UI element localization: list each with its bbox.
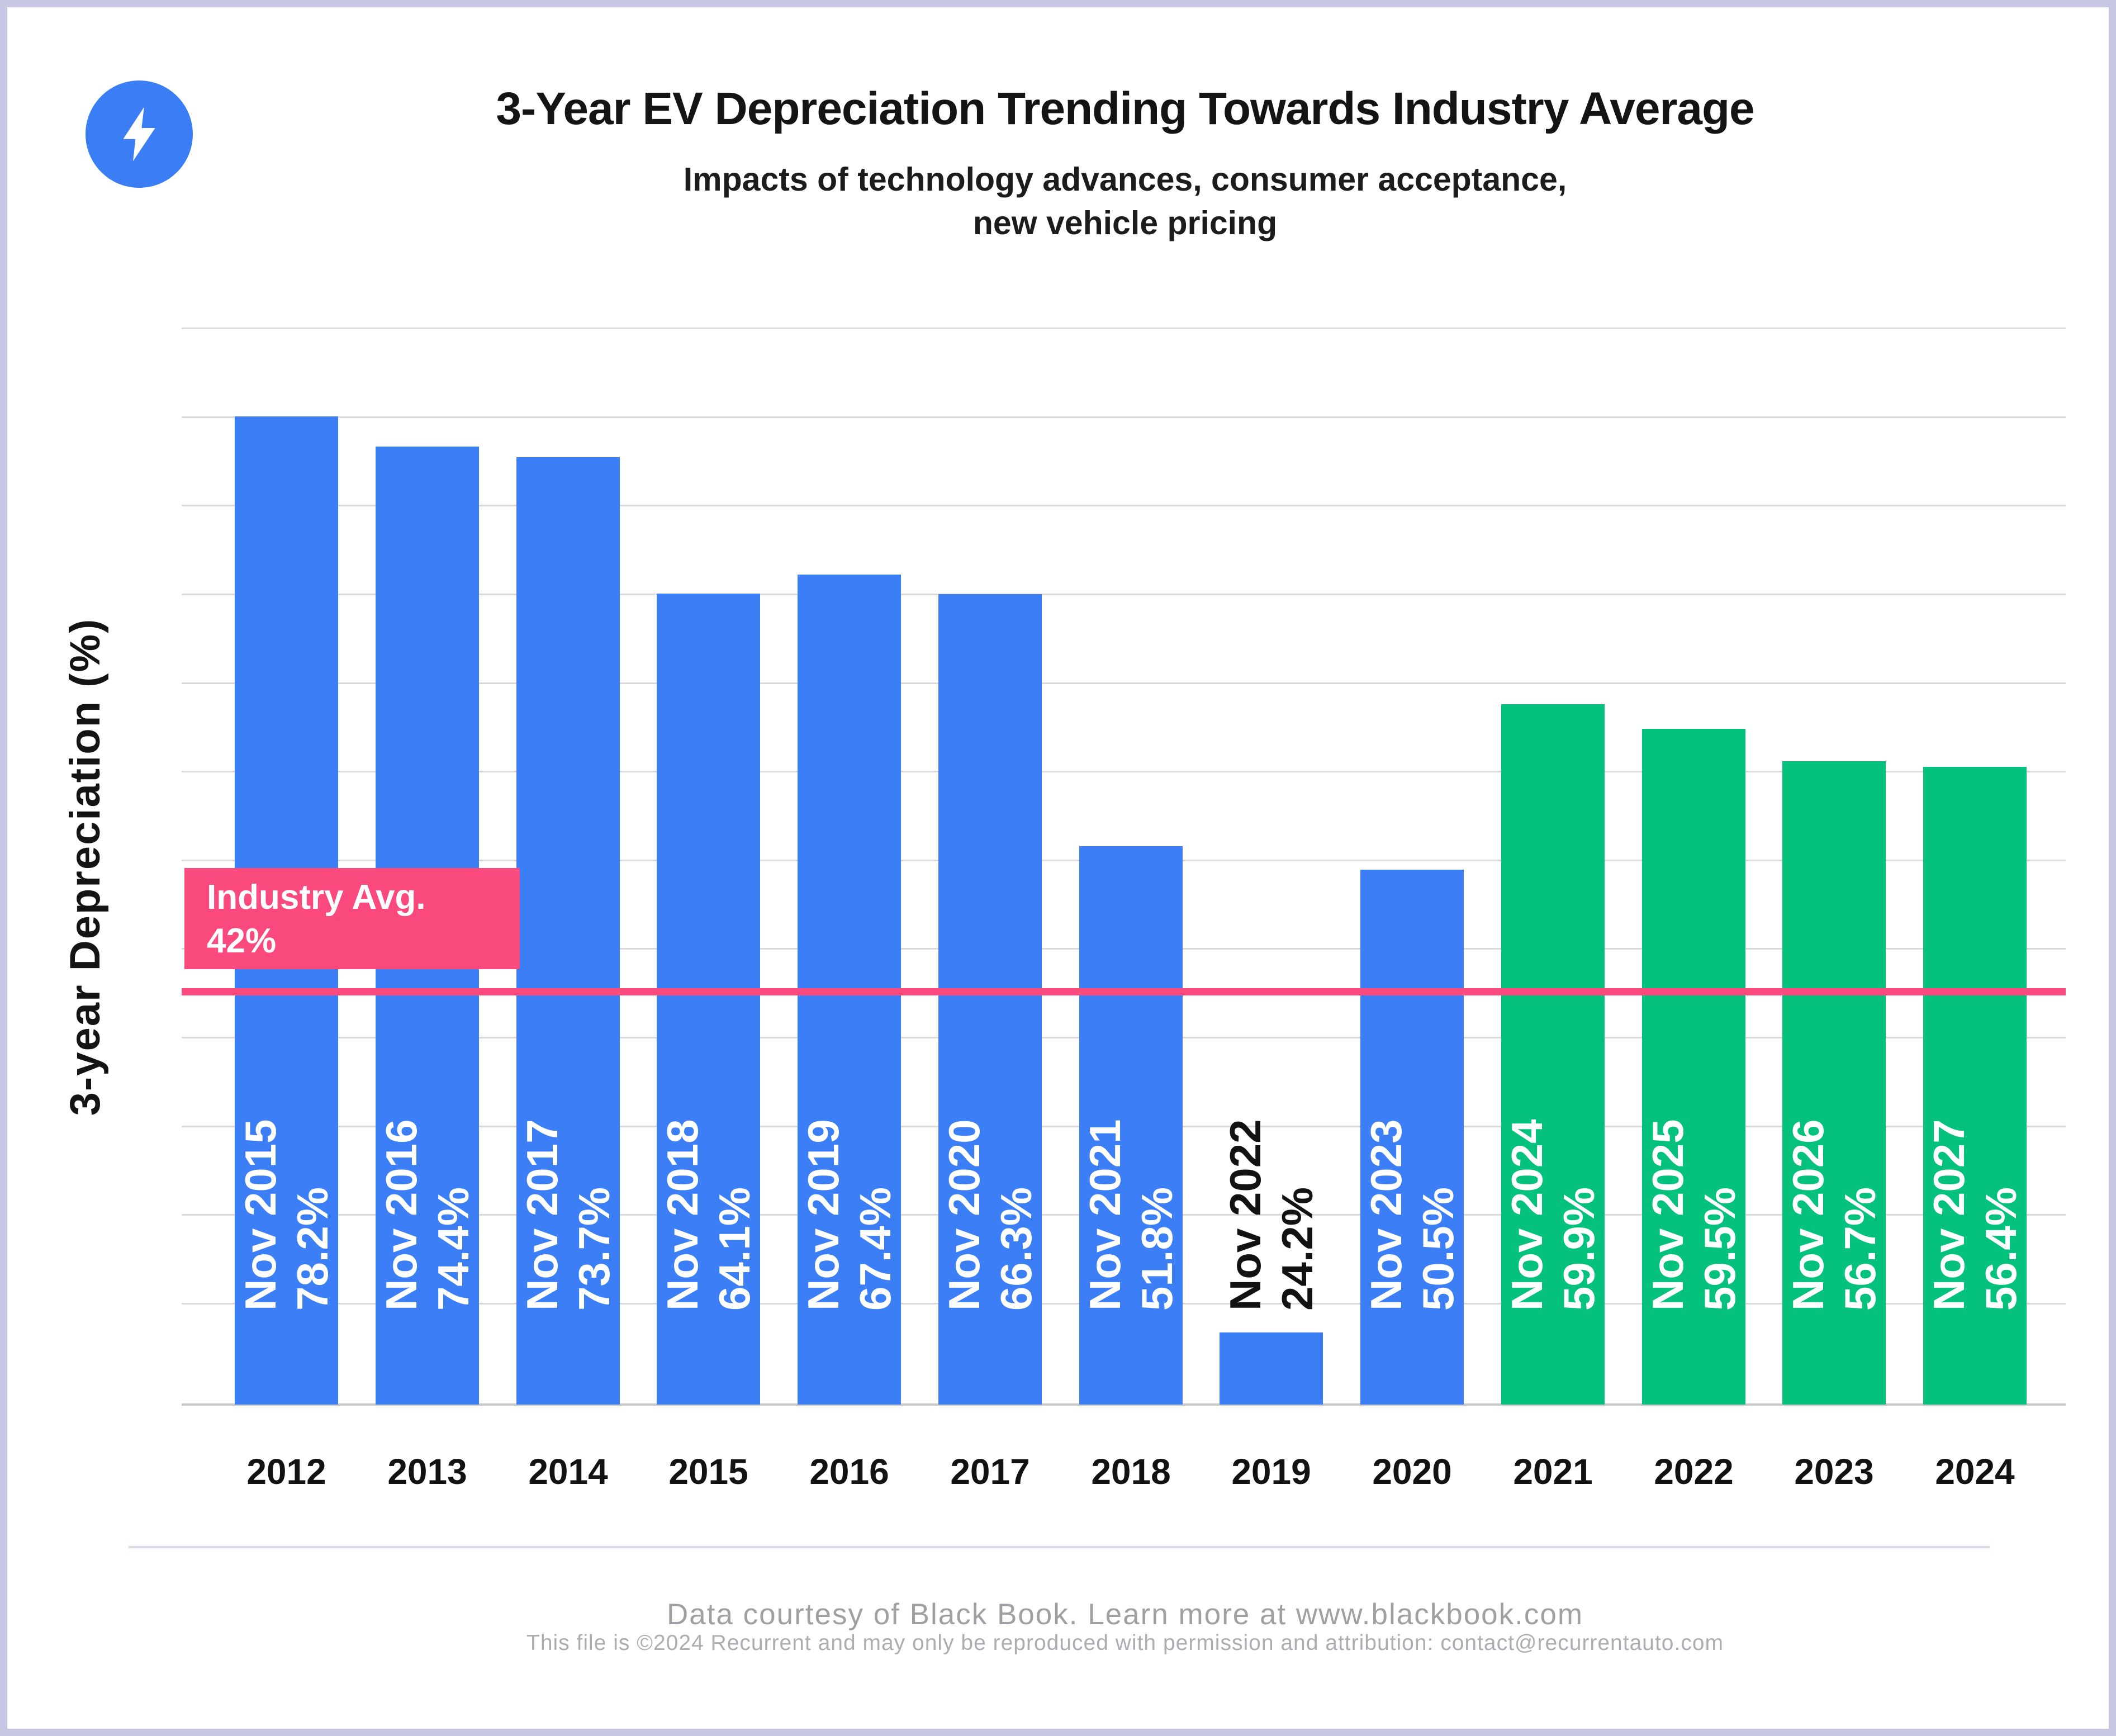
x-tick-label-2014: 2014 <box>528 1452 608 1492</box>
chart-subtitle: Impacts of technology advances, consumer… <box>184 158 2066 245</box>
gridline <box>182 416 2066 418</box>
bar-label-date: Nov 2021 <box>1080 1119 1130 1311</box>
bar-label-percent: 24.2% <box>1273 1187 1322 1311</box>
bar-2023 <box>1782 761 1886 1405</box>
x-tick-label-2019: 2019 <box>1231 1452 1311 1492</box>
bar-value-label-2016: Nov 2019 67.4% <box>798 1070 902 1311</box>
x-tick-label-2023: 2023 <box>1794 1452 1874 1492</box>
industry-average-label-text: Industry Avg. <box>207 878 426 917</box>
bar-label-percent: 73.7% <box>570 1187 619 1311</box>
bar-2021 <box>1501 704 1605 1405</box>
bar-2019 <box>1220 1332 1323 1405</box>
industry-average-label: Industry Avg. 42% <box>184 868 520 969</box>
x-tick-label-2017: 2017 <box>950 1452 1030 1492</box>
bar-value-label-2014: Nov 2017 73.7% <box>516 1070 620 1311</box>
chart-title: 3-Year EV Depreciation Trending Towards … <box>496 83 1754 134</box>
bar-label-percent: 50.5% <box>1413 1187 1463 1311</box>
gridline <box>182 328 2066 329</box>
bar-2024 <box>1923 767 2027 1405</box>
bar-2014 <box>516 457 620 1405</box>
gridline <box>182 682 2066 684</box>
bar-2022 <box>1642 729 1745 1405</box>
bar-label-date: Nov 2022 <box>1221 1119 1270 1311</box>
bar-label-percent: 67.4% <box>851 1187 900 1311</box>
bar-label-date: Nov 2018 <box>658 1119 707 1311</box>
x-tick-label-2015: 2015 <box>668 1452 748 1492</box>
recurrent-logo <box>86 80 193 188</box>
bar-2020 <box>1360 870 1464 1405</box>
bar-label-date: Nov 2019 <box>799 1119 848 1311</box>
x-tick-label-2022: 2022 <box>1654 1452 1734 1492</box>
bar-value-label-2015: Nov 2018 64.1% <box>657 1070 761 1311</box>
bar-label-date: Nov 2020 <box>940 1119 989 1311</box>
bar-value-label-2023: Nov 2026 56.7% <box>1782 1070 1886 1311</box>
bar-2015 <box>657 594 760 1405</box>
industry-average-line <box>182 988 2066 995</box>
bar-label-percent: 59.9% <box>1554 1187 1603 1311</box>
footer-divider <box>129 1546 1990 1548</box>
bar-label-percent: 64.1% <box>710 1187 759 1311</box>
bar-label-percent: 56.7% <box>1835 1187 1885 1311</box>
chart-subtitle-line-2: new vehicle pricing <box>972 205 1278 241</box>
bar-label-date: Nov 2024 <box>1502 1119 1552 1311</box>
bar-value-label-2012: Nov 2015 78.2% <box>235 1070 339 1311</box>
bar-label-date: Nov 2023 <box>1361 1119 1411 1311</box>
bar-label-date: Nov 2026 <box>1783 1119 1833 1311</box>
bar-value-label-2024: Nov 2027 56.4% <box>1923 1070 2027 1311</box>
bar-value-label-2020: Nov 2023 50.5% <box>1360 1070 1464 1311</box>
x-tick-label-2021: 2021 <box>1513 1452 1593 1492</box>
bar-label-date: Nov 2025 <box>1643 1119 1692 1311</box>
bar-value-label-2018: Nov 2021 51.8% <box>1079 1070 1183 1311</box>
x-tick-label-2013: 2013 <box>387 1452 467 1492</box>
bar-label-percent: 66.3% <box>991 1187 1041 1311</box>
bar-label-date: Nov 2027 <box>1924 1119 1973 1311</box>
bar-label-percent: 56.4% <box>1976 1187 2025 1311</box>
bar-value-label-2021: Nov 2024 59.9% <box>1501 1070 1605 1311</box>
bar-label-percent: 74.4% <box>429 1187 478 1311</box>
x-tick-label-2020: 2020 <box>1372 1452 1452 1492</box>
gridline <box>182 505 2066 506</box>
bar-value-label-2017: Nov 2020 66.3% <box>938 1070 1042 1311</box>
bar-value-label-2019: Nov 2022 24.2% <box>1220 1070 1323 1311</box>
x-axis-baseline <box>182 1403 2066 1406</box>
bar-label-percent: 59.5% <box>1695 1187 1744 1311</box>
bar-label-percent: 78.2% <box>288 1187 337 1311</box>
bar-label-date: Nov 2015 <box>236 1119 285 1311</box>
x-tick-label-2018: 2018 <box>1091 1452 1171 1492</box>
industry-average-value: 42% <box>207 922 277 960</box>
gridline <box>182 771 2066 772</box>
bar-2017 <box>938 594 1042 1405</box>
x-tick-label-2024: 2024 <box>1935 1452 2015 1492</box>
bar-value-label-2022: Nov 2025 59.5% <box>1642 1070 1746 1311</box>
bar-label-percent: 51.8% <box>1132 1187 1182 1311</box>
chart-subtitle-line-1: Impacts of technology advances, consumer… <box>683 161 1567 198</box>
x-tick-label-2012: 2012 <box>246 1452 326 1492</box>
bar-value-label-2013: Nov 2016 74.4% <box>376 1070 480 1311</box>
y-axis-label: 3-year Depreciation (%) <box>61 618 109 1116</box>
bar-2018 <box>1079 846 1183 1405</box>
bar-label-date: Nov 2016 <box>377 1119 426 1311</box>
footer-copyright: This file is ©2024 Recurrent and may onl… <box>526 1631 1724 1655</box>
bar-label-date: Nov 2017 <box>518 1119 567 1311</box>
gridline <box>182 594 2066 595</box>
x-tick-label-2016: 2016 <box>809 1452 889 1492</box>
footer-attribution: Data courtesy of Black Book. Learn more … <box>666 1598 1584 1631</box>
lightning-bolt-icon <box>123 107 155 162</box>
